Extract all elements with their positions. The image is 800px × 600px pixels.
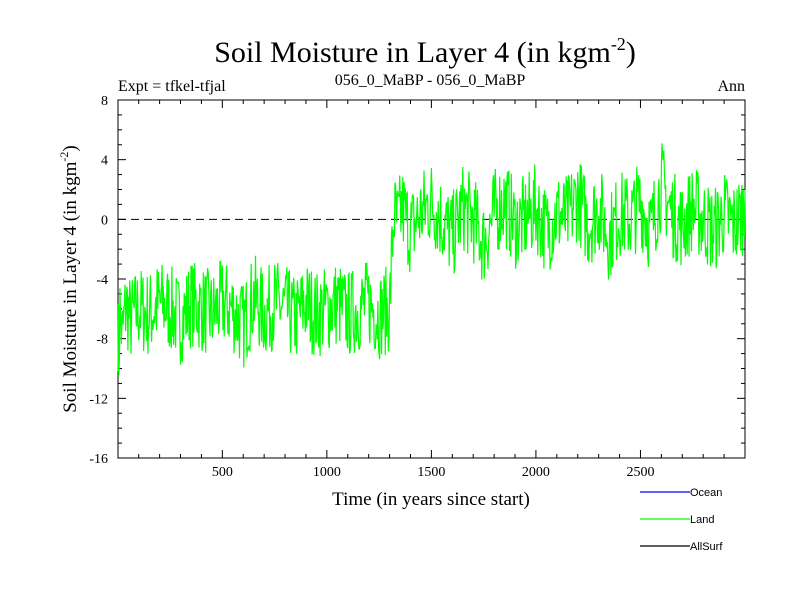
y-axis-label-close: ) [60, 145, 81, 151]
y-tick-label: -16 [89, 452, 108, 467]
y-tick-label: 0 [101, 213, 108, 228]
legend: Ocean Land AllSurf [640, 487, 723, 553]
x-tick-label: 1000 [313, 465, 341, 480]
legend-label-ocean: Ocean [690, 487, 722, 499]
y-tick-label: -8 [96, 333, 108, 348]
series-group [117, 143, 746, 376]
chart-title-close: ) [626, 36, 636, 69]
y-axis-label-sup: -2 [57, 152, 71, 162]
y-axis-label: Soil Moisture in Layer 4 (in kgm-2) [57, 145, 81, 413]
y-tick-label: -12 [89, 392, 108, 407]
period-label: 056_0_MaBP - 056_0_MaBP [335, 72, 526, 89]
x-tick-label: 1500 [417, 465, 445, 480]
y-axis-label-main: Soil Moisture in Layer 4 (in kgm [60, 161, 81, 412]
legend-label-land: Land [690, 514, 714, 526]
ticks: 500 1000 1500 2000 2500 8 4 0 -4 -8 -12 -16 [89, 94, 745, 480]
legend-label-allsurf: AllSurf [690, 541, 723, 553]
season-label: Ann [717, 78, 745, 95]
x-axis-label: Time (in years since start) [332, 489, 530, 510]
series-line-land [117, 143, 746, 376]
y-tick-label: 4 [101, 154, 108, 169]
x-tick-label: 2500 [626, 465, 654, 480]
chart-title-main: Soil Moisture in Layer 4 (in kgm [214, 36, 611, 69]
y-tick-label: -4 [96, 273, 108, 288]
x-tick-label: 2000 [522, 465, 550, 480]
chart-title-sup: -2 [611, 34, 626, 54]
y-tick-label: 8 [101, 94, 108, 109]
chart-title: Soil Moisture in Layer 4 (in kgm-2) [214, 34, 636, 69]
plot-frame [117, 99, 746, 459]
experiment-label: Expt = tfkel-tfjal [118, 78, 226, 95]
x-tick-label: 500 [212, 465, 233, 480]
